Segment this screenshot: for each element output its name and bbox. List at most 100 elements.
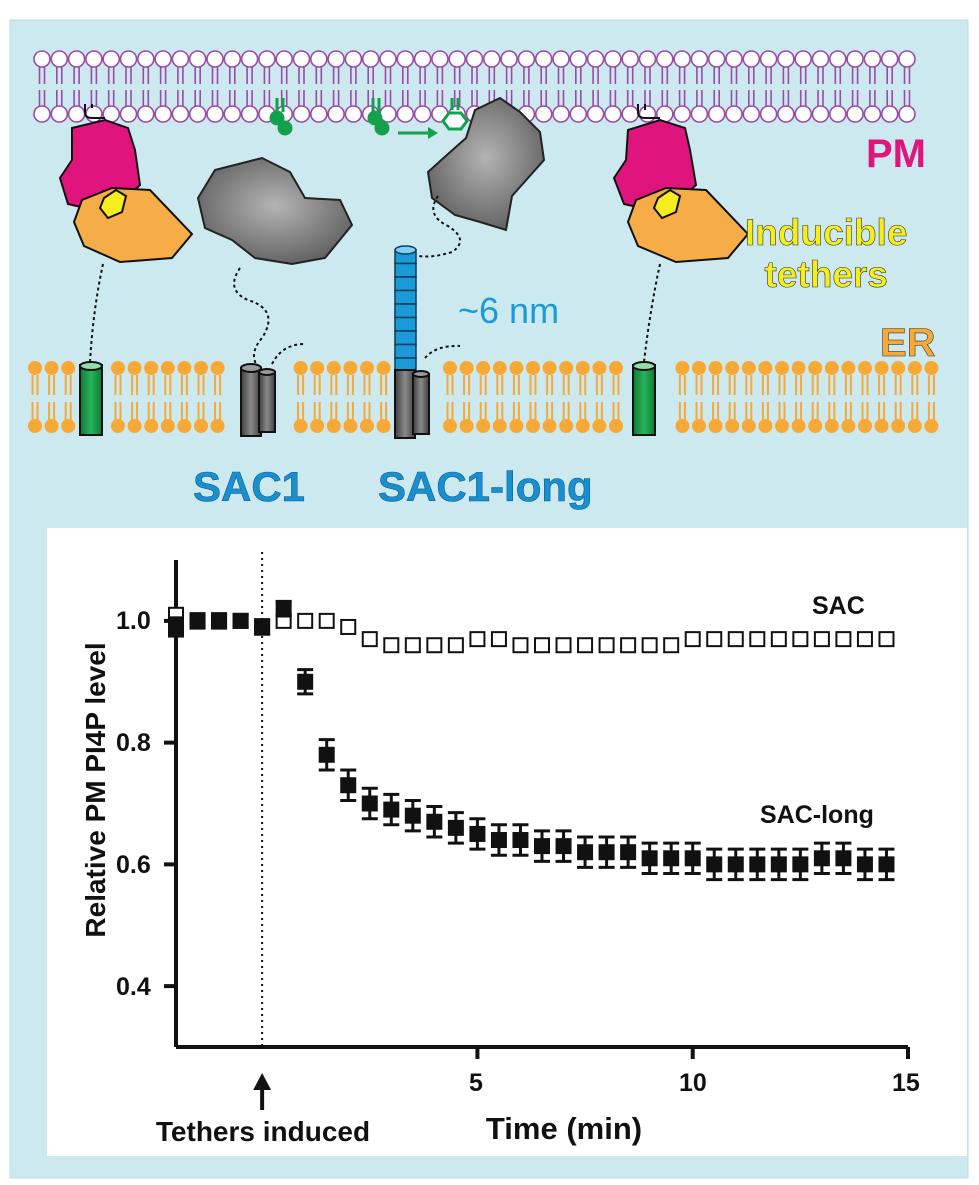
lipid-bilayer-icon <box>33 105 51 123</box>
lipid-bilayer-icon <box>171 105 190 123</box>
lipid-bilayer-icon <box>396 50 415 68</box>
data-point-sac-long <box>749 856 766 873</box>
lipid-bilayer-icon <box>794 50 813 68</box>
data-point-sac <box>469 631 486 648</box>
data-point-sac <box>404 637 421 654</box>
lipid-bilayer-icon <box>552 50 570 68</box>
x-tick-label: 15 <box>892 1069 920 1097</box>
pi4p-headgroup-icon <box>269 98 390 136</box>
lipid-bilayer-icon <box>509 419 524 433</box>
linker-length-label: ~6 nm <box>458 290 560 331</box>
lipid-bilayer-icon <box>509 361 524 375</box>
y-tick-label: 0.8 <box>116 729 151 757</box>
lipid-bilayer-icon <box>791 361 806 375</box>
data-point-sac <box>340 618 357 635</box>
lipid-bilayer-icon <box>240 105 259 123</box>
lipid-bilayer-icon <box>891 419 906 433</box>
lipid-bilayer-icon <box>275 50 294 68</box>
lipid-bilayer-icon <box>206 105 224 123</box>
x-tick-label: 10 <box>679 1069 707 1097</box>
lipid-bilayer-icon <box>154 50 172 68</box>
data-point-sac <box>426 637 443 654</box>
lipid-bilayer-icon <box>476 361 491 375</box>
lipid-bilayer-icon <box>431 50 449 68</box>
lipid-bilayer-icon <box>552 105 570 123</box>
lipid-bilayer-icon <box>188 105 207 123</box>
lipid-bilayer-icon <box>891 361 906 375</box>
lipid-bilayer-icon <box>880 105 899 123</box>
lipid-bilayer-icon <box>741 361 756 375</box>
lipid-bilayer-icon <box>534 50 553 68</box>
lipid-bilayer-icon <box>206 50 224 68</box>
lipid-bilayer-icon <box>824 361 839 375</box>
lipid-bilayer-icon <box>725 50 743 68</box>
data-point-sac <box>447 637 464 654</box>
lipid-bilayer-icon <box>344 50 363 68</box>
lipid-bilayer-icon <box>443 419 457 433</box>
lipid-bilayer-icon <box>343 419 358 433</box>
lipid-bilayer-icon <box>44 419 59 433</box>
data-point-sac-long <box>232 612 249 629</box>
data-point-sac <box>770 631 787 648</box>
lipid-bilayer-icon <box>210 419 225 433</box>
lipid-bilayer-icon <box>707 50 726 68</box>
linker-segment <box>394 262 417 278</box>
x-tick-label: 5 <box>469 1069 483 1097</box>
lipid-bilayer-icon <box>293 361 308 375</box>
lipid-bilayer-icon <box>846 105 864 123</box>
lipid-bilayer-icon <box>459 419 474 433</box>
lipid-bilayer-icon <box>874 419 889 433</box>
data-point-sac-long <box>534 838 550 855</box>
lipid-bilayer-icon <box>777 105 795 123</box>
helical-linker <box>394 245 417 373</box>
lipid-bilayer-icon <box>775 419 789 433</box>
lipid-bilayer-icon <box>310 419 325 433</box>
data-point-sac-long <box>663 850 680 867</box>
lipid-bilayer-icon <box>119 50 138 68</box>
lipid-bilayer-icon <box>811 50 830 68</box>
y-tick-label: 1.0 <box>116 607 151 635</box>
lipid-bilayer-icon <box>160 361 175 375</box>
data-point-sac-long <box>447 819 464 836</box>
lipid-bilayer-icon <box>874 361 889 375</box>
data-point-sac <box>727 631 744 648</box>
linker-segment <box>394 343 417 359</box>
lipid-bilayer-icon <box>292 50 311 68</box>
lipid-bilayer-icon <box>907 361 922 375</box>
lipid-bilayer-icon <box>223 50 242 68</box>
lipid-bilayer-icon <box>376 361 391 375</box>
data-point-sac-long <box>727 856 744 873</box>
data-point-sac-long <box>490 832 507 849</box>
lipid-bilayer-icon <box>655 50 674 68</box>
data-point-sac <box>297 612 314 629</box>
lipid-bilayer-icon <box>858 361 872 375</box>
lipid-bilayer-icon <box>759 105 778 123</box>
tether-label-line2: tethers <box>764 253 888 295</box>
chart-panel <box>47 528 967 1156</box>
data-point-sac <box>383 637 400 654</box>
lipid-bilayer-icon <box>828 50 847 68</box>
lipid-bilayer-icon <box>344 105 363 123</box>
data-point-sac-long <box>254 618 271 635</box>
series-label-sac-long: SAC-long <box>760 801 874 829</box>
lipid-bilayer-icon <box>177 419 192 433</box>
data-point-sac-long <box>383 801 400 818</box>
lipid-bilayer-icon <box>811 105 830 123</box>
lipid-bilayer-icon <box>638 105 657 123</box>
data-point-sac-long <box>856 856 873 873</box>
lipid-bilayer-icon <box>343 361 358 375</box>
lipid-bilayer-icon <box>741 419 756 433</box>
lipid-bilayer-icon <box>675 361 690 375</box>
linker-segment <box>394 276 417 292</box>
data-point-sac <box>684 631 701 648</box>
lipid-bilayer-icon <box>492 361 507 375</box>
lipid-bilayer-icon <box>361 50 380 68</box>
lipid-bilayer-icon <box>171 50 190 68</box>
lipid-bilayer-icon <box>137 105 155 123</box>
lipid-bilayer-icon <box>326 419 341 433</box>
data-point-sac-long <box>168 618 184 635</box>
lipid-bilayer-icon <box>194 361 208 375</box>
lipid-bilayer-icon <box>28 419 42 433</box>
lipid-bilayer-icon <box>160 419 175 433</box>
